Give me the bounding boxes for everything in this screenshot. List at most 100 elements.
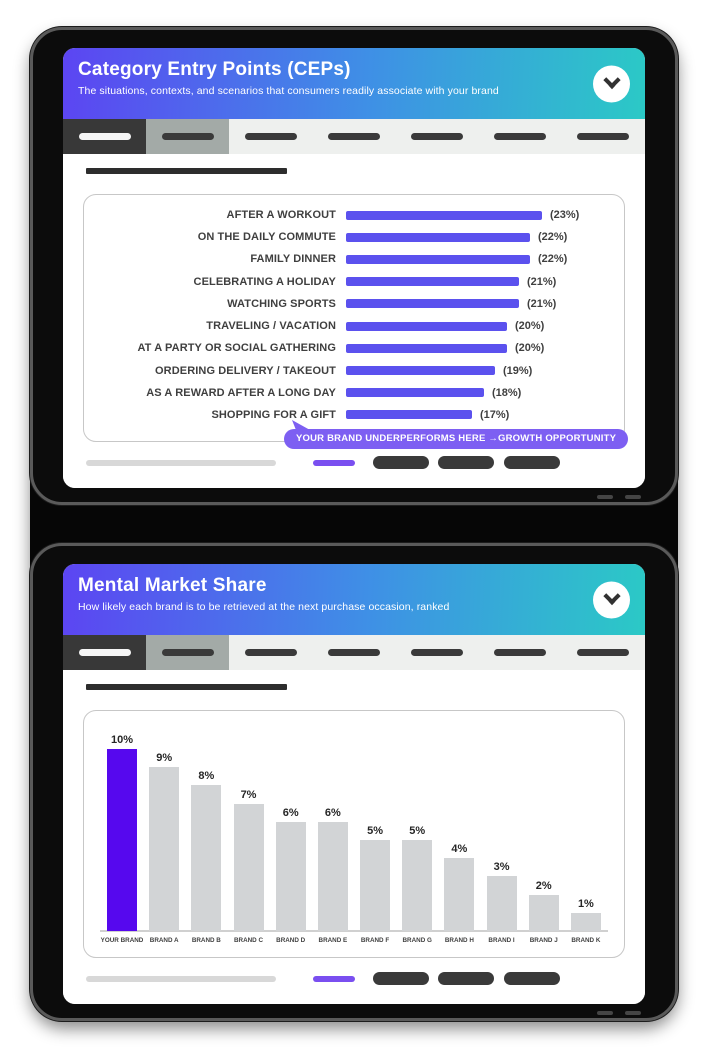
cep-category-label: AFTER A WORKOUT — [226, 209, 336, 221]
mms-value-label: 2% — [535, 880, 552, 892]
nav-tab-3[interactable] — [229, 119, 312, 154]
mms-bar — [528, 895, 559, 931]
mms-value-label: 6% — [324, 807, 341, 819]
cep-value-label: (19%) — [503, 364, 533, 377]
nav-tab-1[interactable] — [63, 635, 147, 670]
mms-category-label: BRAND B — [191, 936, 221, 944]
nav-tab-6[interactable] — [479, 119, 562, 154]
mms-bar — [191, 785, 222, 931]
mms-category-label: BRAND G — [402, 936, 432, 944]
mms-bar — [570, 913, 601, 931]
frame-port-icon — [597, 1011, 613, 1015]
footer-button-2[interactable] — [438, 456, 494, 469]
tablet-stack: Category Entry Points (CEPs) The situati… — [30, 27, 678, 1021]
tablet-frame-mms: Mental Market Share How likely each bran… — [30, 543, 678, 1021]
cep-bar — [346, 321, 507, 331]
cep-row: AFTER A WORKOUT (23%) — [98, 205, 612, 225]
footer-page-indicator[interactable] — [313, 460, 355, 466]
section-title-bar — [86, 168, 287, 174]
mms-category-label: BRAND J — [529, 936, 558, 944]
page-subtitle: The situations, contexts, and scenarios … — [78, 84, 499, 97]
cep-rows: AFTER A WORKOUT (23%) ON THE DAILY COMMUTE… — [98, 205, 612, 425]
nav-tab-4[interactable] — [312, 635, 395, 670]
mms-slot: 6% BRAND E — [313, 723, 353, 949]
mms-slot: 10% YOUR BRAND — [101, 723, 144, 949]
content-mms: 10% YOUR BRAND 9% BRAND A 8% BRAND B 7% BRAND C… — [63, 670, 645, 1004]
cep-row: ON THE DAILY COMMUTE (22%) — [98, 227, 612, 247]
mms-bar-your-brand — [107, 749, 137, 931]
cep-value-label: (22%) — [538, 231, 568, 244]
mms-value-label: 7% — [240, 789, 257, 801]
footer-button-3[interactable] — [504, 456, 560, 469]
cep-row: CELEBRATING A HOLIDAY (21%) — [98, 272, 612, 292]
footer-progress-bar — [86, 460, 276, 466]
mms-value-label: 6% — [282, 807, 299, 819]
nav-tab-7[interactable] — [562, 635, 645, 670]
cep-bar — [346, 277, 519, 287]
tab-dash-icon — [161, 649, 214, 656]
brand-logo[interactable] — [593, 65, 630, 102]
footer-button-1[interactable] — [373, 456, 429, 469]
cep-row: AS A REWARD AFTER A LONG DAY (18%) — [98, 383, 612, 403]
mms-category-label: BRAND D — [276, 936, 306, 944]
footer-button-3[interactable] — [504, 972, 560, 985]
cep-bar — [346, 232, 530, 242]
cep-category-label: TRAVELING / VACATION — [206, 320, 336, 333]
mms-value-label: 10% — [110, 734, 134, 746]
page-title: Category Entry Points (CEPs) — [78, 59, 351, 80]
header-ceps: Category Entry Points (CEPs) The situati… — [63, 48, 645, 119]
mms-category-label: BRAND E — [318, 936, 348, 944]
cep-bar — [346, 299, 519, 309]
cep-row: ORDERING DELIVERY / TAKEOUT (19%) — [98, 361, 612, 381]
cep-bar — [346, 410, 472, 420]
mms-bar — [149, 767, 180, 931]
mms-bars: 10% YOUR BRAND 9% BRAND A 8% BRAND B 7% BRAND C… — [101, 723, 606, 949]
mms-category-label: BRAND H — [444, 936, 474, 944]
footer-progress-bar — [86, 976, 276, 982]
nav-tab-5[interactable] — [396, 635, 479, 670]
section-title-bar — [86, 684, 287, 690]
footer-page-indicator[interactable] — [313, 976, 355, 982]
cep-chart-card: AFTER A WORKOUT (23%) ON THE DAILY COMMUTE… — [83, 194, 625, 442]
nav-tab-2[interactable] — [146, 119, 230, 154]
growth-opportunity-callout: YOUR BRAND UNDERPERFORMS HERE →GROWTH OP… — [284, 420, 629, 449]
brand-logo[interactable] — [593, 581, 630, 618]
mms-slot: 2% BRAND J — [524, 723, 564, 949]
m-chevron-logo-icon — [602, 593, 621, 606]
mms-slot: 3% BRAND I — [482, 723, 522, 949]
footer-button-1[interactable] — [373, 972, 429, 985]
tab-dash-icon — [161, 133, 214, 140]
mms-bar — [486, 876, 517, 931]
frame-port-icon — [625, 495, 641, 499]
nav-tab-3[interactable] — [229, 635, 312, 670]
nav-tab-7[interactable] — [562, 119, 645, 154]
cep-category-label: WATCHING SPORTS — [227, 297, 336, 310]
header-mms: Mental Market Share How likely each bran… — [63, 564, 645, 635]
mms-value-label: 5% — [367, 825, 383, 837]
nav-tab-5[interactable] — [396, 119, 479, 154]
cep-category-label: FAMILY DINNER — [250, 253, 336, 266]
tab-dash-icon — [327, 133, 380, 140]
tab-dash-icon — [244, 133, 297, 140]
nav-tab-4[interactable] — [312, 119, 395, 154]
nav-tab-1[interactable] — [63, 119, 147, 154]
mms-value-label: 4% — [451, 843, 468, 855]
content-ceps: AFTER A WORKOUT (23%) ON THE DAILY COMMUTE… — [63, 154, 645, 488]
mms-bar — [275, 822, 306, 931]
tab-dash-icon — [78, 133, 131, 140]
mms-slot: 5% BRAND G — [397, 723, 437, 949]
tablet-frame-ceps: Category Entry Points (CEPs) The situati… — [30, 27, 678, 505]
footer-button-2[interactable] — [438, 972, 494, 985]
mms-slot: 1% BRAND K — [566, 723, 606, 949]
mms-slot: 7% BRAND C — [229, 723, 269, 949]
mms-plot: 10% YOUR BRAND 9% BRAND A 8% BRAND B 7% BRAND C… — [100, 723, 608, 949]
tab-dash-icon — [577, 133, 630, 140]
tab-dash-icon — [327, 649, 380, 656]
cep-category-label: AT A PARTY OR SOCIAL GATHERING — [137, 342, 336, 355]
cep-value-label: (20%) — [515, 342, 545, 355]
cep-row: WATCHING SPORTS (21%) — [98, 294, 612, 314]
mms-category-label: BRAND K — [571, 936, 601, 944]
nav-tab-6[interactable] — [479, 635, 562, 670]
nav-tab-2[interactable] — [146, 635, 230, 670]
mms-value-label: 1% — [577, 898, 594, 910]
